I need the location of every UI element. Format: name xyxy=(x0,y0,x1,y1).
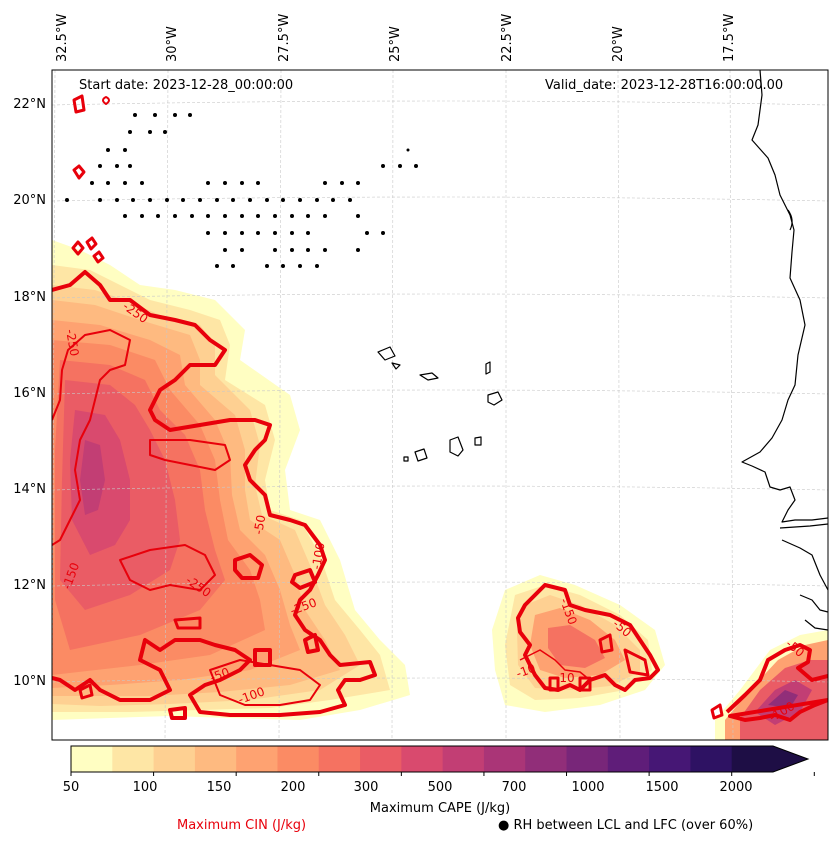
cin-label: -250 xyxy=(63,328,82,357)
coastlines xyxy=(377,70,828,631)
colorbar-segment xyxy=(401,746,444,772)
start-date-text: Start date: 2023-12-28_00:00:00 xyxy=(79,78,294,93)
lon-label: 32.5°W xyxy=(55,13,70,62)
colorbar-extend-arrow xyxy=(773,746,808,772)
colorbar-segment xyxy=(731,746,774,772)
colorbar-segment xyxy=(649,746,691,772)
colorbar-segment xyxy=(442,746,485,772)
colorbar-tick: 2000 xyxy=(719,780,753,795)
plot-frame xyxy=(51,69,829,741)
rh-legend-label: RH between LCL and LFC (over 60%) xyxy=(513,818,754,833)
colorbar-segment xyxy=(112,746,155,772)
colorbar-segment xyxy=(194,746,237,772)
colorbar-segment xyxy=(525,746,568,772)
cin-contours xyxy=(52,94,828,722)
lon-label: 22.5°W xyxy=(500,13,515,62)
lon-label: 25°W xyxy=(388,26,403,62)
cape-colorbar xyxy=(70,745,815,776)
colorbar-tick: 150 xyxy=(206,780,232,795)
colorbar-segment xyxy=(277,746,320,772)
map-plot-area: -250 -250 -150 -250 -250 -50 -100 -50 -1… xyxy=(52,70,828,740)
cin-label: -100 xyxy=(309,541,328,570)
lat-label: 10°N xyxy=(13,674,46,689)
colorbar-segment xyxy=(236,746,278,772)
lat-label: 12°N xyxy=(13,578,46,593)
colorbar-segment xyxy=(71,746,113,772)
colorbar-outline xyxy=(70,745,810,773)
cin-label: -50 xyxy=(251,514,268,536)
rh-stipple xyxy=(65,113,418,268)
lon-label: 27.5°W xyxy=(277,13,292,62)
rh-legend: ● RH between LCL and LFC (over 60%) xyxy=(498,818,753,833)
valid-date-text: Valid_date: 2023-12-28T16:00:00.00 xyxy=(545,78,784,93)
cape-fill-west xyxy=(52,240,410,720)
colorbar-tick: 100 xyxy=(132,780,158,795)
lat-label: 20°N xyxy=(13,193,46,208)
cape-fill-southeast xyxy=(715,630,828,740)
colorbar-tick: 1500 xyxy=(645,780,679,795)
colorbar-segment xyxy=(483,746,526,772)
cape-fill-center xyxy=(492,575,665,712)
colorbar-segment xyxy=(690,746,733,772)
colorbar-segment xyxy=(153,746,196,772)
colorbar-segment xyxy=(607,746,650,772)
lat-label: 22°N xyxy=(13,97,46,112)
cin-label: -50 xyxy=(208,665,231,685)
colorbar-tick: 700 xyxy=(501,780,527,795)
lon-label: 30°W xyxy=(165,26,180,62)
lat-label: 16°N xyxy=(13,386,46,401)
lon-label: 17.5°W xyxy=(722,13,737,62)
colorbar-segment xyxy=(566,746,609,772)
colorbar-segment xyxy=(360,746,402,772)
lat-label: 18°N xyxy=(13,290,46,305)
colorbar-tick: 200 xyxy=(280,780,306,795)
colorbar-title: Maximum CAPE (J/kg) xyxy=(369,801,511,816)
cin-legend-label: Maximum CIN (J/kg) xyxy=(177,818,307,833)
cin-label: -10 xyxy=(555,671,575,685)
colorbar-segment xyxy=(318,746,361,772)
rh-dot-icon: ● xyxy=(498,818,510,833)
lon-label: 20°W xyxy=(611,26,626,62)
colorbar-tick: 300 xyxy=(353,780,379,795)
graticule xyxy=(52,70,828,740)
lat-label: 14°N xyxy=(13,482,46,497)
colorbar-tick: 50 xyxy=(62,780,80,795)
colorbar-tick: 1000 xyxy=(571,780,605,795)
colorbar-tick: 500 xyxy=(427,780,453,795)
cin-label: -10 xyxy=(514,661,537,681)
